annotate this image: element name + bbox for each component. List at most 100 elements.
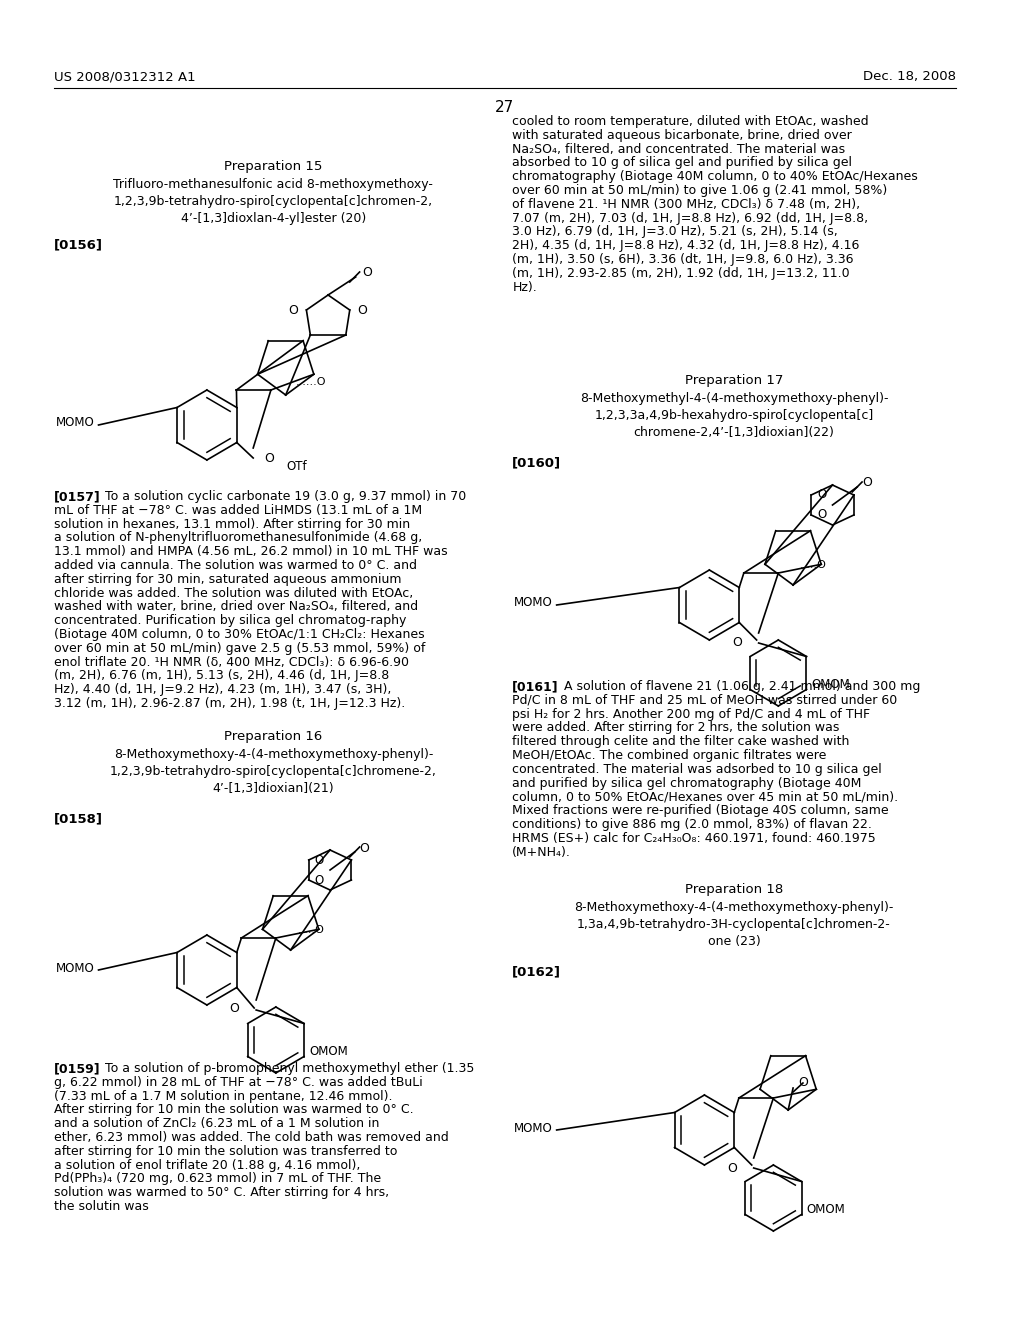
- Text: [0159]: [0159]: [54, 1063, 100, 1074]
- Text: filtered through celite and the filter cake washed with: filtered through celite and the filter c…: [512, 735, 850, 748]
- Text: [0160]: [0160]: [512, 455, 561, 469]
- Text: Na₂SO₄, filtered, and concentrated. The material was: Na₂SO₄, filtered, and concentrated. The …: [512, 143, 846, 156]
- Text: and a solution of ZnCl₂ (6.23 mL of a 1 M solution in: and a solution of ZnCl₂ (6.23 mL of a 1 …: [54, 1117, 380, 1130]
- Text: Pd/C in 8 mL of THF and 25 mL of MeOH was stirred under 60: Pd/C in 8 mL of THF and 25 mL of MeOH wa…: [512, 694, 898, 706]
- Text: Pd(PPh₃)₄ (720 mg, 0.623 mmol) in 7 mL of THF. The: Pd(PPh₃)₄ (720 mg, 0.623 mmol) in 7 mL o…: [54, 1172, 381, 1185]
- Text: MOMO: MOMO: [514, 1122, 553, 1134]
- Text: solution in hexanes, 13.1 mmol). After stirring for 30 min: solution in hexanes, 13.1 mmol). After s…: [54, 517, 411, 531]
- Text: 3.0 Hz), 6.79 (d, 1H, J=3.0 Hz), 5.21 (s, 2H), 5.14 (s,: 3.0 Hz), 6.79 (d, 1H, J=3.0 Hz), 5.21 (s…: [512, 226, 838, 239]
- Text: 1,2,3,9b-tetrahydro-spiro[cyclopenta[c]chromen-2,: 1,2,3,9b-tetrahydro-spiro[cyclopenta[c]c…: [114, 195, 433, 209]
- Text: US 2008/0312312 A1: US 2008/0312312 A1: [54, 70, 196, 83]
- Text: After stirring for 10 min the solution was warmed to 0° C.: After stirring for 10 min the solution w…: [54, 1104, 414, 1117]
- Text: absorbed to 10 g of silica gel and purified by silica gel: absorbed to 10 g of silica gel and purif…: [512, 156, 852, 169]
- Text: a solution of N-phenyltrifluoromethanesulfonimide (4.68 g,: a solution of N-phenyltrifluoromethanesu…: [54, 532, 423, 544]
- Text: 1,3a,4,9b-tetrahydro-3H-cyclopenta[c]chromen-2-: 1,3a,4,9b-tetrahydro-3H-cyclopenta[c]chr…: [578, 917, 891, 931]
- Text: O: O: [314, 854, 324, 866]
- Text: O: O: [817, 508, 826, 521]
- Text: after stirring for 30 min, saturated aqueous ammonium: after stirring for 30 min, saturated aqu…: [54, 573, 401, 586]
- Text: O: O: [289, 304, 299, 317]
- Text: 2H), 4.35 (d, 1H, J=8.8 Hz), 4.32 (d, 1H, J=8.8 Hz), 4.16: 2H), 4.35 (d, 1H, J=8.8 Hz), 4.32 (d, 1H…: [512, 239, 860, 252]
- Text: mL of THF at −78° C. was added LiHMDS (13.1 mL of a 1M: mL of THF at −78° C. was added LiHMDS (1…: [54, 504, 422, 517]
- Text: 1,2,3,3a,4,9b-hexahydro-spiro[cyclopenta[c]: 1,2,3,3a,4,9b-hexahydro-spiro[cyclopenta…: [594, 409, 873, 422]
- Text: 3.12 (m, 1H), 2.96-2.87 (m, 2H), 1.98 (t, 1H, J=12.3 Hz).: 3.12 (m, 1H), 2.96-2.87 (m, 2H), 1.98 (t…: [54, 697, 406, 710]
- Text: a solution of enol triflate 20 (1.88 g, 4.16 mmol),: a solution of enol triflate 20 (1.88 g, …: [54, 1159, 360, 1172]
- Text: OMOM: OMOM: [309, 1045, 348, 1059]
- Text: A solution of flavene 21 (1.06 g, 2.41 mmol) and 300 mg: A solution of flavene 21 (1.06 g, 2.41 m…: [563, 680, 920, 693]
- Text: [0157]: [0157]: [54, 490, 101, 503]
- Text: MOMO: MOMO: [56, 416, 95, 429]
- Text: chromene-2,4’-[1,3]dioxian](22): chromene-2,4’-[1,3]dioxian](22): [634, 426, 835, 440]
- Text: .....O: .....O: [800, 560, 826, 570]
- Text: O: O: [264, 451, 273, 465]
- Text: MOMO: MOMO: [514, 597, 553, 610]
- Text: enol triflate 20. ¹H NMR (δ, 400 MHz, CDCl₃): δ 6.96-6.90: enol triflate 20. ¹H NMR (δ, 400 MHz, CD…: [54, 656, 410, 669]
- Text: (m, 2H), 6.76 (m, 1H), 5.13 (s, 2H), 4.46 (d, 1H, J=8.8: (m, 2H), 6.76 (m, 1H), 5.13 (s, 2H), 4.4…: [54, 669, 389, 682]
- Text: and purified by silica gel chromatography (Biotage 40M: and purified by silica gel chromatograph…: [512, 776, 861, 789]
- Text: O: O: [732, 636, 741, 649]
- Text: solution was warmed to 50° C. After stirring for 4 hrs,: solution was warmed to 50° C. After stir…: [54, 1187, 389, 1199]
- Text: O: O: [798, 1076, 808, 1089]
- Text: 4’-[1,3]dioxian](21): 4’-[1,3]dioxian](21): [213, 781, 334, 795]
- Text: cooled to room temperature, diluted with EtOAc, washed: cooled to room temperature, diluted with…: [512, 115, 869, 128]
- Text: .....O: .....O: [298, 925, 325, 935]
- Text: O: O: [362, 267, 373, 280]
- Text: Hz), 4.40 (d, 1H, J=9.2 Hz), 4.23 (m, 1H), 3.47 (s, 3H),: Hz), 4.40 (d, 1H, J=9.2 Hz), 4.23 (m, 1H…: [54, 684, 391, 696]
- Text: of flavene 21. ¹H NMR (300 MHz, CDCl₃) δ 7.48 (m, 2H),: of flavene 21. ¹H NMR (300 MHz, CDCl₃) δ…: [512, 198, 860, 211]
- Text: HRMS (ES+) calc for C₂₄H₃₀O₈: 460.1971, found: 460.1975: HRMS (ES+) calc for C₂₄H₃₀O₈: 460.1971, …: [512, 832, 877, 845]
- Text: Preparation 15: Preparation 15: [224, 160, 323, 173]
- Text: 8-Methoxymethyl-4-(4-methoxymethoxy-phenyl)-: 8-Methoxymethyl-4-(4-methoxymethoxy-phen…: [580, 392, 888, 405]
- Text: MOMO: MOMO: [56, 961, 95, 974]
- Text: ......O: ......O: [296, 378, 326, 387]
- Text: To a solution cyclic carbonate 19 (3.0 g, 9.37 mmol) in 70: To a solution cyclic carbonate 19 (3.0 g…: [105, 490, 467, 503]
- Text: Dec. 18, 2008: Dec. 18, 2008: [862, 70, 955, 83]
- Text: over 60 min at 50 mL/min) to give 1.06 g (2.41 mmol, 58%): over 60 min at 50 mL/min) to give 1.06 g…: [512, 183, 888, 197]
- Text: chromatography (Biotage 40M column, 0 to 40% EtOAc/Hexanes: chromatography (Biotage 40M column, 0 to…: [512, 170, 919, 183]
- Text: O: O: [862, 477, 871, 490]
- Text: O: O: [314, 874, 324, 887]
- Text: 13.1 mmol) and HMPA (4.56 mL, 26.2 mmol) in 10 mL THF was: 13.1 mmol) and HMPA (4.56 mL, 26.2 mmol)…: [54, 545, 447, 558]
- Text: one (23): one (23): [708, 935, 761, 948]
- Text: Mixed fractions were re-purified (Biotage 40S column, same: Mixed fractions were re-purified (Biotag…: [512, 804, 889, 817]
- Text: 8-Methoxymethoxy-4-(4-methoxymethoxy-phenyl)-: 8-Methoxymethoxy-4-(4-methoxymethoxy-phe…: [114, 748, 433, 762]
- Text: (Biotage 40M column, 0 to 30% EtOAc/1:1 CH₂Cl₂: Hexanes: (Biotage 40M column, 0 to 30% EtOAc/1:1 …: [54, 628, 425, 642]
- Text: (m, 1H), 2.93-2.85 (m, 2H), 1.92 (dd, 1H, J=13.2, 11.0: (m, 1H), 2.93-2.85 (m, 2H), 1.92 (dd, 1H…: [512, 267, 850, 280]
- Text: Hz).: Hz).: [512, 281, 537, 293]
- Text: over 60 min at 50 mL/min) gave 2.5 g (5.53 mmol, 59%) of: over 60 min at 50 mL/min) gave 2.5 g (5.…: [54, 642, 426, 655]
- Text: (m, 1H), 3.50 (s, 6H), 3.36 (dt, 1H, J=9.8, 6.0 Hz), 3.36: (m, 1H), 3.50 (s, 6H), 3.36 (dt, 1H, J=9…: [512, 253, 854, 267]
- Text: To a solution of p-bromophenyl methoxymethyl ether (1.35: To a solution of p-bromophenyl methoxyme…: [105, 1063, 475, 1074]
- Text: OMOM: OMOM: [811, 678, 850, 690]
- Text: [0158]: [0158]: [54, 812, 103, 825]
- Text: [0162]: [0162]: [512, 965, 561, 978]
- Text: 27: 27: [495, 100, 514, 115]
- Text: [0156]: [0156]: [54, 238, 103, 251]
- Text: Preparation 17: Preparation 17: [685, 374, 783, 387]
- Text: 7.07 (m, 2H), 7.03 (d, 1H, J=8.8 Hz), 6.92 (dd, 1H, J=8.8,: 7.07 (m, 2H), 7.03 (d, 1H, J=8.8 Hz), 6.…: [512, 211, 868, 224]
- Text: 8-Methoxymethoxy-4-(4-methoxymethoxy-phenyl)-: 8-Methoxymethoxy-4-(4-methoxymethoxy-phe…: [574, 902, 894, 913]
- Text: with saturated aqueous bicarbonate, brine, dried over: with saturated aqueous bicarbonate, brin…: [512, 129, 852, 141]
- Text: 4’-[1,3]dioxlan-4-yl]ester (20): 4’-[1,3]dioxlan-4-yl]ester (20): [181, 213, 366, 224]
- Text: OTf: OTf: [287, 459, 307, 473]
- Text: were added. After stirring for 2 hrs, the solution was: were added. After stirring for 2 hrs, th…: [512, 722, 840, 734]
- Text: O: O: [229, 1002, 240, 1015]
- Text: g, 6.22 mmol) in 28 mL of THF at −78° C. was added tBuLi: g, 6.22 mmol) in 28 mL of THF at −78° C.…: [54, 1076, 423, 1089]
- Text: (7.33 mL of a 1.7 M solution in pentane, 12.46 mmol).: (7.33 mL of a 1.7 M solution in pentane,…: [54, 1089, 392, 1102]
- Text: washed with water, brine, dried over Na₂SO₄, filtered, and: washed with water, brine, dried over Na₂…: [54, 601, 419, 614]
- Text: O: O: [817, 488, 826, 502]
- Text: O: O: [359, 842, 370, 854]
- Text: Trifluoro-methanesulfonic acid 8-methoxymethoxy-: Trifluoro-methanesulfonic acid 8-methoxy…: [114, 178, 433, 191]
- Text: concentrated. Purification by silica gel chromatog-raphy: concentrated. Purification by silica gel…: [54, 614, 407, 627]
- Text: psi H₂ for 2 hrs. Another 200 mg of Pd/C and 4 mL of THF: psi H₂ for 2 hrs. Another 200 mg of Pd/C…: [512, 708, 870, 721]
- Text: ether, 6.23 mmol) was added. The cold bath was removed and: ether, 6.23 mmol) was added. The cold ba…: [54, 1131, 449, 1144]
- Text: chloride was added. The solution was diluted with EtOAc,: chloride was added. The solution was dil…: [54, 586, 414, 599]
- Text: (M+NH₄).: (M+NH₄).: [512, 846, 571, 858]
- Text: column, 0 to 50% EtOAc/Hexanes over 45 min at 50 mL/min).: column, 0 to 50% EtOAc/Hexanes over 45 m…: [512, 791, 898, 804]
- Text: Preparation 16: Preparation 16: [224, 730, 323, 743]
- Text: O: O: [727, 1162, 737, 1175]
- Text: [0161]: [0161]: [512, 680, 559, 693]
- Text: Preparation 18: Preparation 18: [685, 883, 783, 896]
- Text: 1,2,3,9b-tetrahydro-spiro[cyclopenta[c]chromene-2,: 1,2,3,9b-tetrahydro-spiro[cyclopenta[c]c…: [110, 766, 437, 777]
- Text: conditions) to give 886 mg (2.0 mmol, 83%) of flavan 22.: conditions) to give 886 mg (2.0 mmol, 83…: [512, 818, 872, 832]
- Text: the solutin was: the solutin was: [54, 1200, 148, 1213]
- Text: after stirring for 10 min the solution was transferred to: after stirring for 10 min the solution w…: [54, 1144, 397, 1158]
- Text: MeOH/EtOAc. The combined organic filtrates were: MeOH/EtOAc. The combined organic filtrat…: [512, 748, 826, 762]
